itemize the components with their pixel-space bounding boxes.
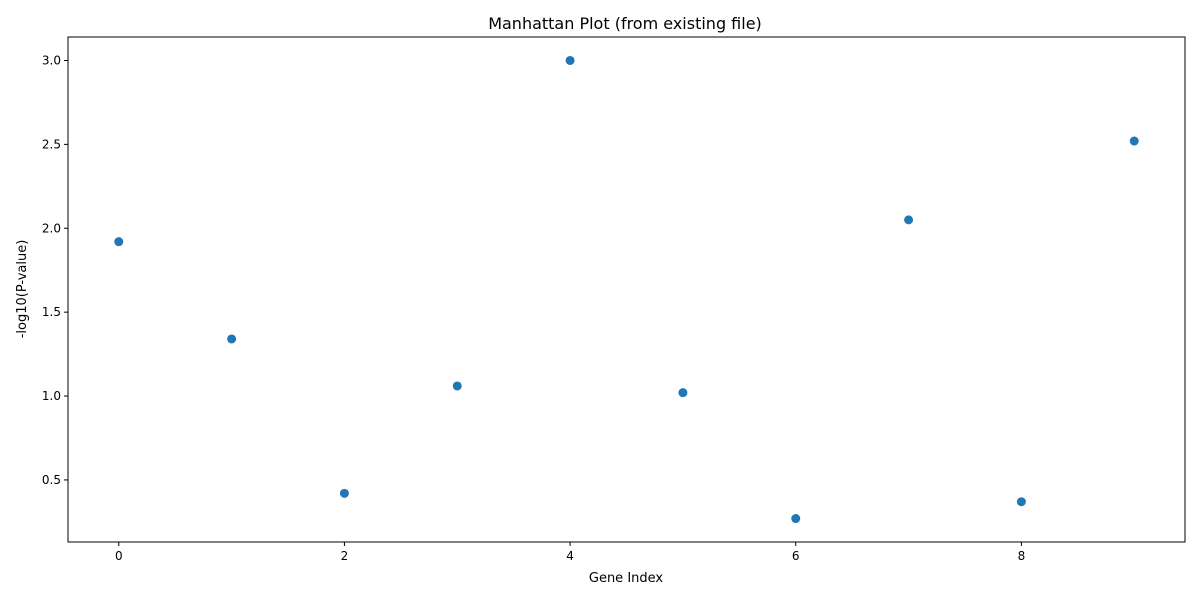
chart-title: Manhattan Plot (from existing file) <box>488 14 762 33</box>
y-tick-label: 0.5 <box>42 473 61 487</box>
y-axis-label: -log10(P-value) <box>15 240 30 339</box>
x-tick-label: 6 <box>792 549 800 563</box>
data-point <box>114 237 124 247</box>
y-axis: 0.5 1.0 1.5 2.0 2.5 3.0 <box>42 53 68 487</box>
x-tick-label: 2 <box>341 549 349 563</box>
data-point <box>339 488 349 498</box>
data-point <box>1129 136 1139 146</box>
plot-frame <box>67 36 1186 543</box>
data-point <box>227 334 237 344</box>
data-point <box>791 514 801 524</box>
data-point <box>1016 497 1026 507</box>
y-tick-label: 1.5 <box>42 305 61 319</box>
y-tick-label: 3.0 <box>42 53 61 67</box>
data-point <box>904 215 914 225</box>
data-point <box>678 388 688 398</box>
y-tick-label: 2.0 <box>42 221 61 235</box>
y-tick-label: 1.0 <box>42 389 61 403</box>
x-tick-label: 0 <box>115 549 123 563</box>
x-tick-label: 4 <box>566 549 574 563</box>
x-axis-label: Gene Index <box>589 571 664 586</box>
y-tick-label: 2.5 <box>42 137 61 151</box>
data-point <box>565 55 575 65</box>
x-axis: 0 2 4 6 8 <box>115 542 1025 563</box>
data-point <box>452 381 462 391</box>
data-points <box>114 55 1139 524</box>
x-tick-label: 8 <box>1018 549 1026 563</box>
